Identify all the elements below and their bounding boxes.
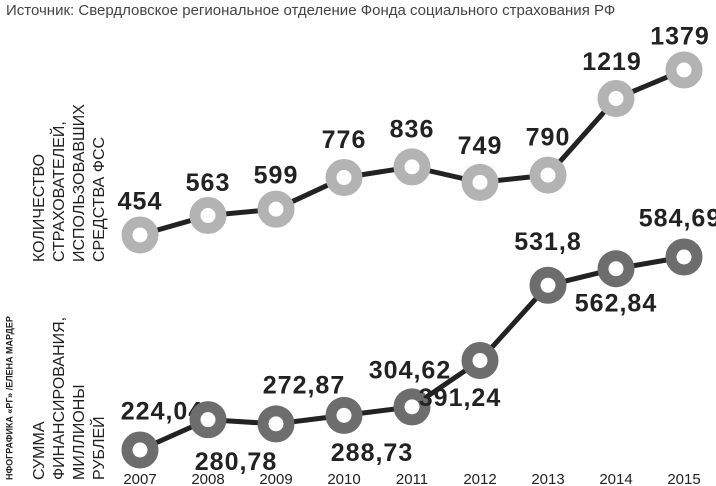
value-label: 531,8 [514,228,582,256]
marker [121,216,159,254]
y-axis-label: ФИНАНСИРОВАНИЯ, [51,317,68,480]
credit: НФОГРАФИКА «РГ» /ЕЛЕНА МАРДЕР [4,316,14,480]
source: Источник: Свердловское региональное отде… [6,2,615,19]
marker [529,156,567,194]
y-axis-label: МИЛЛИОНЫ [71,385,88,481]
marker [325,396,363,434]
marker [393,388,431,426]
value-label: 454 [118,188,163,216]
y-axis-label: ИСПОЛЬЗОВАВШИХ [71,104,88,262]
value-label: 280,78 [195,448,277,476]
x-tick-label: 2010 [327,471,360,486]
value-label: 776 [322,126,367,154]
x-tick-label: 2011 [396,471,428,486]
marker [189,401,227,439]
x-tick-label: 2013 [531,471,564,486]
value-label: 391,24 [419,384,501,412]
x-tick-label: 2012 [463,471,496,486]
value-label: 272,87 [263,371,345,399]
value-label: 599 [254,162,299,190]
y-axis-label: КОЛИЧЕСТВО [31,154,48,262]
y-axis-label: РУБЛЕЙ [89,416,108,480]
value-label: 790 [526,124,571,152]
y-axis-label: СРЕДСТВА ФСС [91,137,108,262]
y-axis-label: СУММА [31,421,48,480]
value-label: 749 [458,132,503,160]
marker [257,405,295,443]
value-label: 288,73 [331,439,413,467]
value-label: 1379 [650,23,710,51]
marker [189,197,227,235]
x-tick-label: 2015 [667,471,700,486]
marker [461,163,499,201]
value-label: 304,62 [369,356,451,384]
marker [257,190,295,228]
x-tick-label: 2007 [123,471,156,486]
marker [393,148,431,186]
marker [325,159,363,197]
marker [665,51,703,89]
marker [665,238,703,276]
value-label: 1219 [582,48,642,76]
y-axis-label: СТРАХОВАТЕЛЕЙ, [49,121,68,262]
value-label: 584,69 [639,205,716,233]
value-label: 562,84 [575,289,657,317]
x-tick-label: 2008 [191,471,224,486]
marker [461,342,499,380]
marker [597,80,635,118]
value-label: 836 [390,115,435,143]
x-tick-label: 2014 [599,471,632,486]
marker [529,266,567,304]
marker [121,431,159,469]
x-tick-label: 2009 [259,471,292,486]
value-label: 563 [186,169,231,197]
value-label: 224,04 [121,398,203,426]
marker [597,250,635,288]
